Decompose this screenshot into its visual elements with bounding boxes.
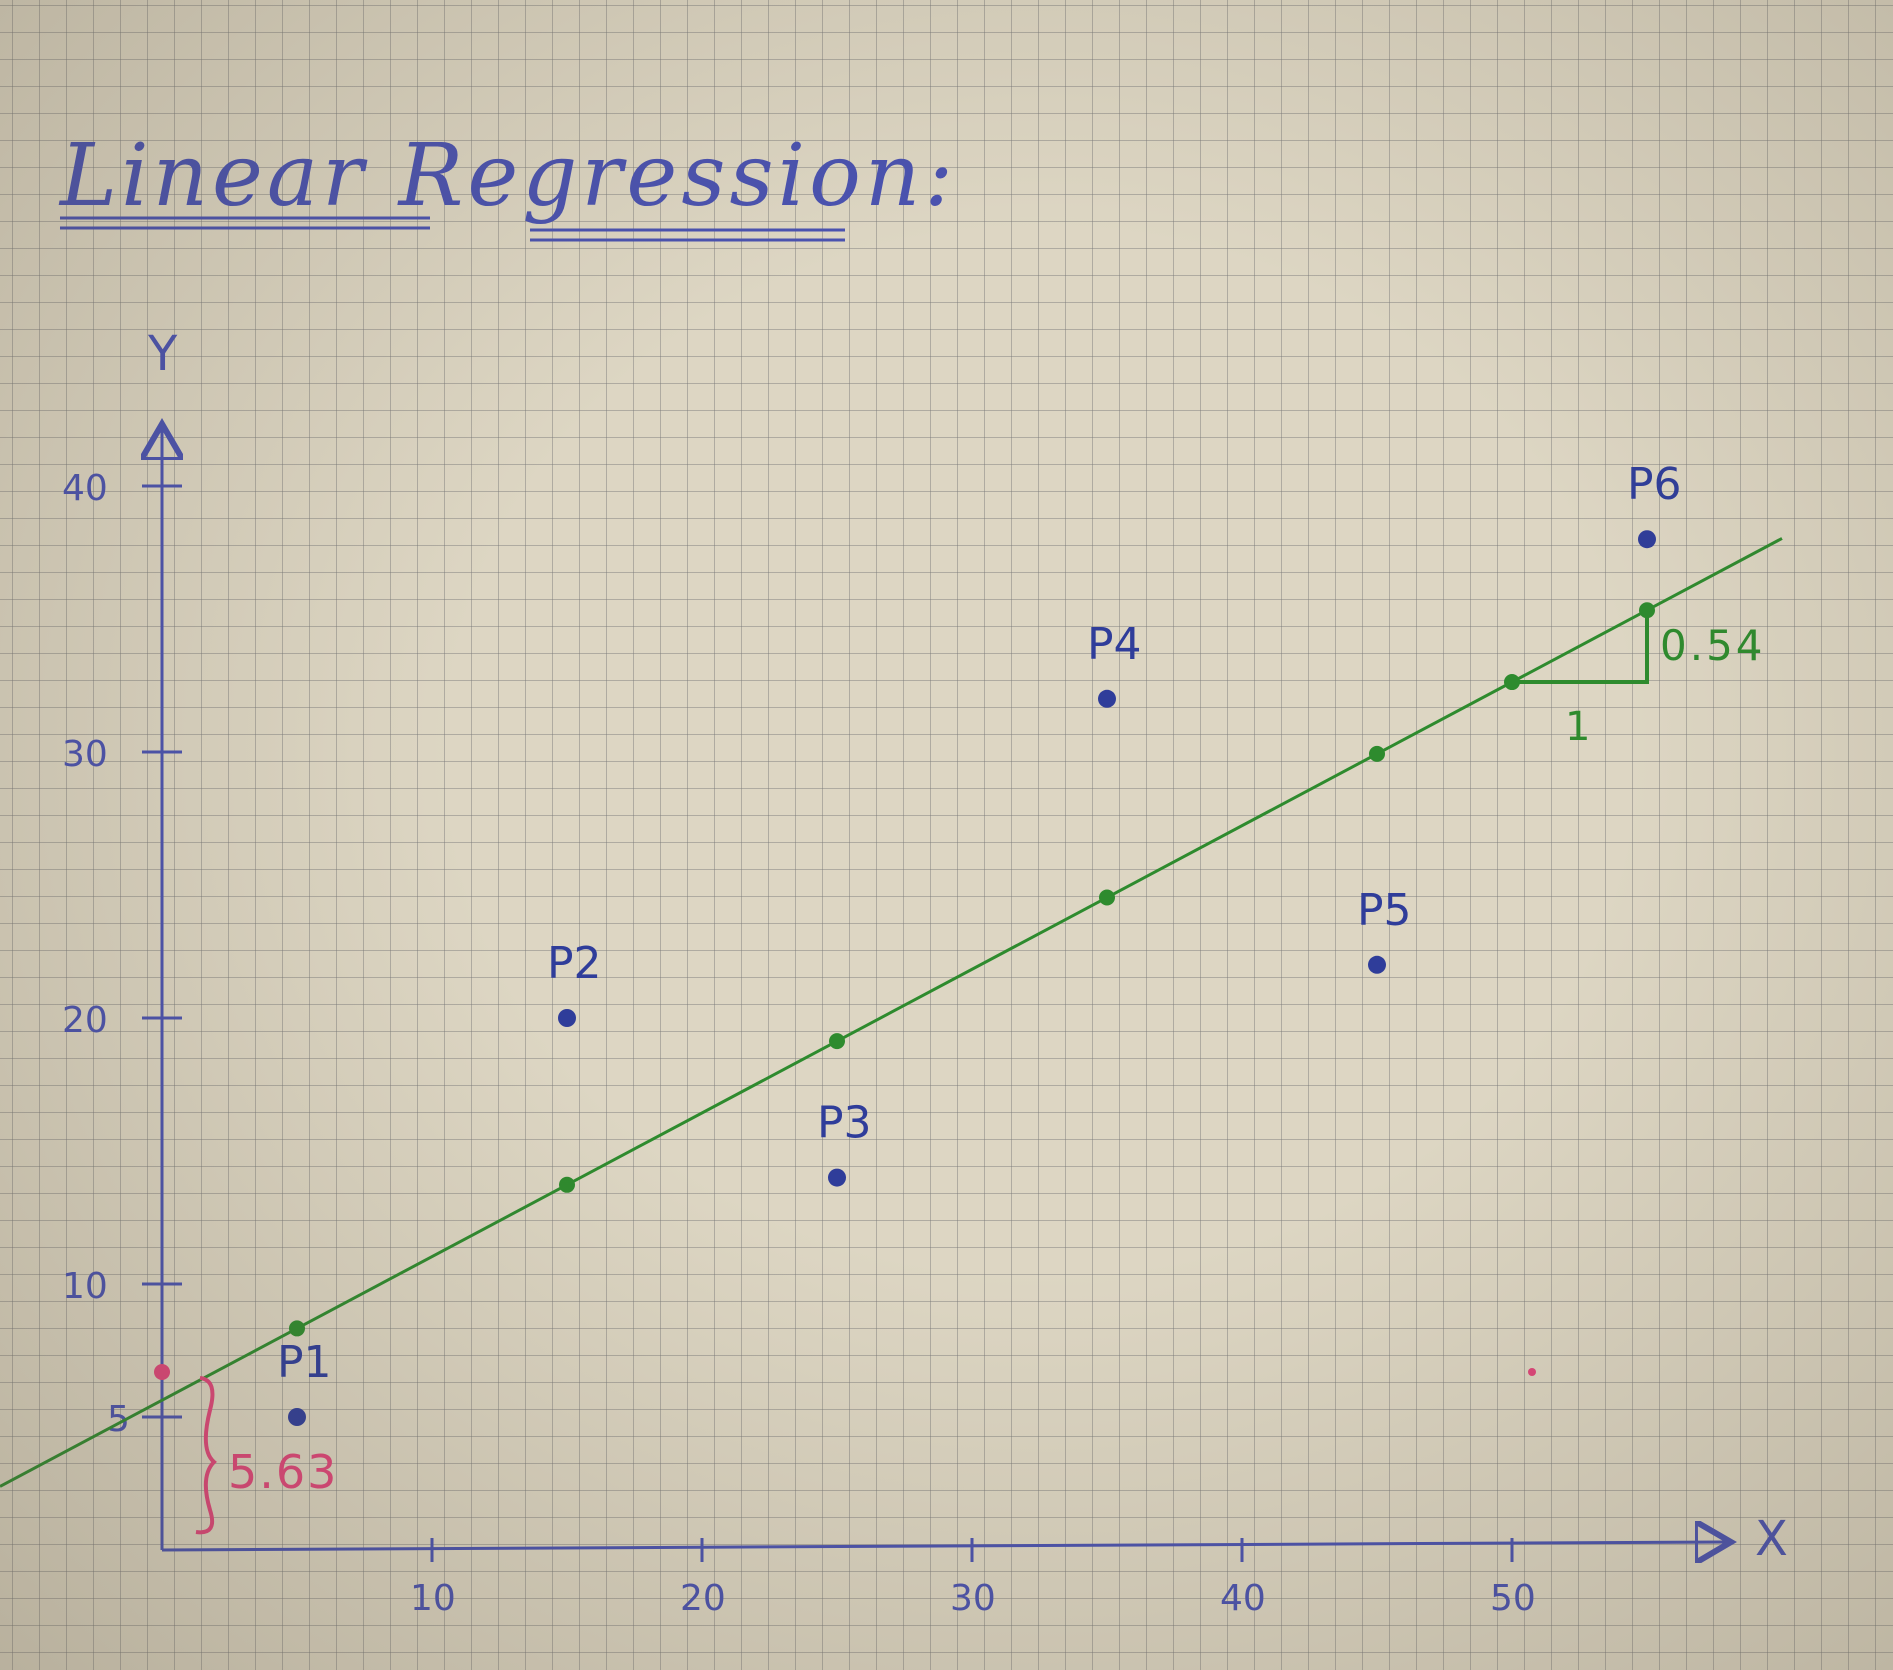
point-p3 <box>828 1168 846 1187</box>
point-p6 <box>1638 530 1656 549</box>
y-tick-label-10: 10 <box>62 1266 108 1307</box>
x-tick-label-20: 20 <box>680 1578 726 1619</box>
point-label-p4: P4 <box>1087 619 1142 670</box>
point-label-p2: P2 <box>547 938 602 989</box>
point-p4 <box>1098 689 1116 708</box>
slope-run-label: 1 <box>1565 704 1590 750</box>
slope-triangle <box>1512 610 1649 685</box>
slope-triangle-legs <box>1512 610 1649 685</box>
point-label-p5: P5 <box>1357 885 1412 936</box>
x-tick-label-40: 40 <box>1220 1578 1266 1619</box>
point-p1 <box>288 1408 306 1426</box>
point-label-p6: P6 <box>1627 459 1682 510</box>
intercept-brace <box>195 1376 217 1535</box>
intercept-label: 5.63 <box>228 1445 338 1499</box>
x-tick-label-30: 30 <box>950 1578 996 1619</box>
intercept-point <box>154 1364 170 1380</box>
regression-mark-45 <box>1369 745 1385 762</box>
regression-mark-25 <box>829 1033 845 1050</box>
y-axis-label: Y <box>147 326 178 382</box>
regression-mark-15 <box>559 1176 575 1193</box>
y-tick-label-5: 5 <box>107 1399 130 1440</box>
regression-mark-5 <box>289 1320 305 1337</box>
point-p2 <box>558 1009 576 1027</box>
x-axis <box>161 1542 1725 1550</box>
y-tick-label-40: 40 <box>62 468 108 509</box>
x-tick-label-10: 10 <box>410 1578 456 1619</box>
point-label-p3: P3 <box>817 1098 872 1149</box>
regression-mark-35 <box>1099 889 1115 906</box>
y-tick-label-20: 20 <box>62 1000 108 1041</box>
x-axis-label: X <box>1755 1511 1788 1567</box>
stray-pink-dot <box>1528 1368 1536 1376</box>
x-tick-label-50: 50 <box>1490 1578 1536 1619</box>
slope-label: 0.54 <box>1660 621 1766 670</box>
y-tick-label-30: 30 <box>62 734 108 775</box>
chart-title: Linear Regression: <box>58 126 957 226</box>
point-p5 <box>1368 955 1386 974</box>
point-label-p1: P1 <box>277 1337 332 1388</box>
